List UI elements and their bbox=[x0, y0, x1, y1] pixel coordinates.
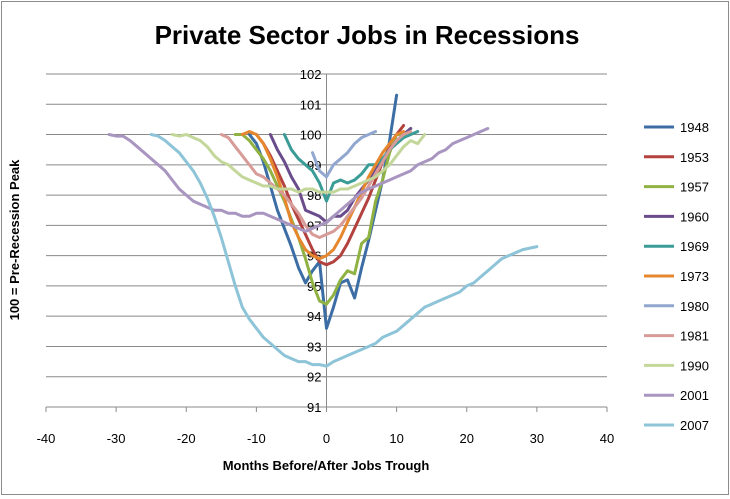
legend: 1948 1953 1957 1960 1969 1973 1980 1981 1990 2001… bbox=[644, 120, 709, 433]
y-tick-label: 93 bbox=[307, 339, 321, 354]
y-tick-label: 92 bbox=[307, 370, 321, 385]
legend-label: 1980 bbox=[680, 299, 709, 314]
series-lines bbox=[107, 93, 539, 368]
legend-label: 2007 bbox=[680, 418, 709, 433]
x-tick-label: -20 bbox=[177, 431, 196, 446]
legend-label: 1948 bbox=[680, 120, 709, 135]
legend-label: 1973 bbox=[680, 269, 709, 284]
chart-title: Private Sector Jobs in Recessions bbox=[155, 20, 580, 50]
x-tick-label: 40 bbox=[600, 431, 614, 446]
x-tick-label: 30 bbox=[530, 431, 544, 446]
legend-label: 1953 bbox=[680, 150, 709, 165]
series-line-1981 bbox=[219, 130, 413, 239]
x-tick-label: -40 bbox=[37, 431, 56, 446]
axes bbox=[45, 73, 608, 412]
series-line-1973 bbox=[240, 130, 406, 261]
legend-label: 1957 bbox=[680, 180, 709, 195]
series-line-2001 bbox=[107, 127, 490, 233]
legend-label: 1990 bbox=[680, 358, 709, 373]
legend-label: 1960 bbox=[680, 209, 709, 224]
series-line-1969 bbox=[282, 130, 420, 203]
x-axis-label: Months Before/After Jobs Trough bbox=[223, 458, 430, 473]
x-tick-label: -30 bbox=[107, 431, 126, 446]
x-tick-label: -10 bbox=[247, 431, 266, 446]
series-line-1990 bbox=[170, 133, 427, 194]
legend-label: 1969 bbox=[680, 239, 709, 254]
y-tick-label: 91 bbox=[307, 400, 321, 415]
y-tick-label: 102 bbox=[300, 67, 322, 82]
legend-label: 2001 bbox=[680, 388, 709, 403]
y-tick-label: 100 bbox=[300, 128, 322, 143]
x-tick-label: 20 bbox=[460, 431, 474, 446]
y-axis-label: 100 = Pre-Recession Peak bbox=[7, 159, 22, 321]
legend-label: 1981 bbox=[680, 329, 709, 344]
series-line-2007 bbox=[149, 133, 539, 368]
y-tick-label: 101 bbox=[300, 97, 322, 112]
x-tick-label: 0 bbox=[323, 431, 330, 446]
series-line-1953 bbox=[254, 124, 406, 267]
y-tick-label: 94 bbox=[307, 309, 321, 324]
series-line-1980 bbox=[311, 130, 378, 179]
x-tick-label: 10 bbox=[389, 431, 403, 446]
